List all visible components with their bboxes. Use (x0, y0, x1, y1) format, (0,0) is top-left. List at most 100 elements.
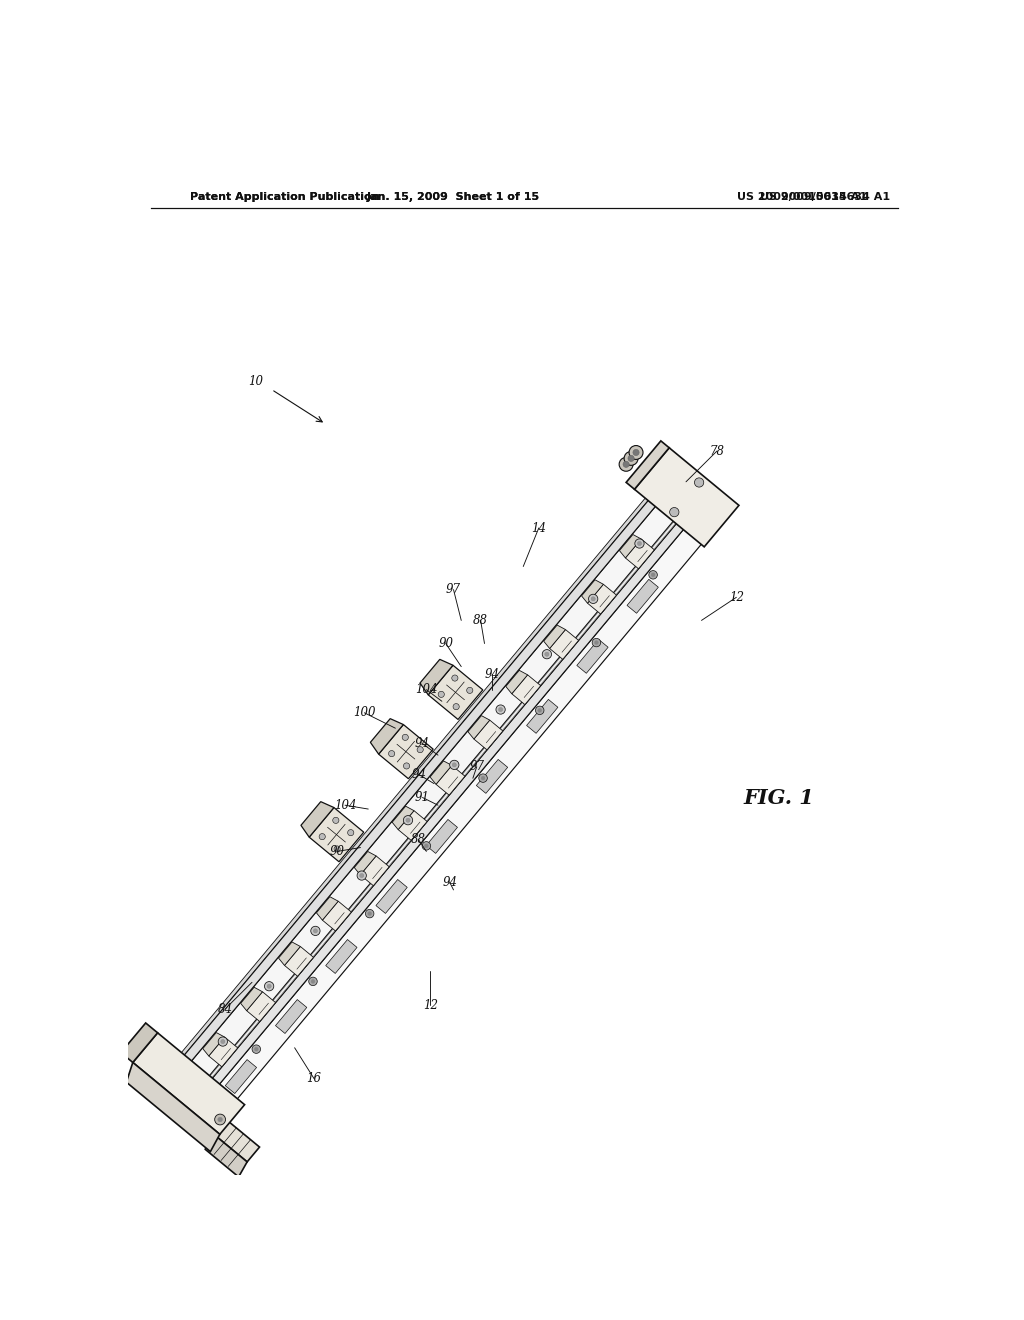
Polygon shape (247, 991, 275, 1022)
Polygon shape (476, 759, 508, 793)
Polygon shape (211, 1118, 259, 1162)
Circle shape (620, 458, 633, 471)
Circle shape (545, 652, 549, 656)
Text: 90: 90 (438, 638, 454, 649)
Polygon shape (241, 987, 262, 1011)
Polygon shape (379, 725, 433, 779)
Circle shape (467, 688, 473, 693)
Polygon shape (426, 820, 458, 854)
Circle shape (496, 705, 505, 714)
Polygon shape (126, 1063, 220, 1151)
Text: 12: 12 (423, 999, 437, 1012)
Circle shape (589, 594, 598, 603)
Circle shape (221, 1039, 225, 1044)
Polygon shape (428, 665, 482, 719)
Circle shape (591, 597, 595, 601)
Polygon shape (398, 810, 427, 841)
Text: 104: 104 (415, 684, 437, 696)
Text: 88: 88 (411, 833, 426, 846)
Circle shape (252, 1045, 260, 1053)
Polygon shape (620, 535, 641, 558)
Text: Jan. 15, 2009  Sheet 1 of 15: Jan. 15, 2009 Sheet 1 of 15 (367, 191, 540, 202)
Text: Patent Application Publication: Patent Application Publication (190, 191, 380, 202)
Circle shape (406, 818, 410, 822)
Polygon shape (189, 488, 688, 1078)
Text: 88: 88 (473, 614, 488, 627)
Circle shape (595, 640, 598, 644)
Polygon shape (506, 671, 527, 694)
Circle shape (218, 1038, 227, 1047)
Circle shape (629, 446, 643, 459)
Circle shape (538, 709, 542, 713)
Circle shape (453, 704, 459, 710)
Text: 97: 97 (469, 760, 484, 774)
Polygon shape (285, 946, 313, 977)
Text: 91: 91 (415, 791, 430, 804)
Text: 94: 94 (484, 668, 500, 681)
Circle shape (637, 541, 642, 545)
Polygon shape (588, 585, 616, 614)
Circle shape (623, 461, 629, 467)
Circle shape (633, 449, 639, 455)
Circle shape (319, 833, 326, 840)
Circle shape (264, 982, 273, 991)
Polygon shape (309, 808, 364, 862)
Polygon shape (275, 999, 307, 1034)
Polygon shape (512, 675, 541, 705)
Text: 94: 94 (411, 768, 426, 781)
Polygon shape (430, 760, 452, 784)
Circle shape (347, 829, 354, 836)
Polygon shape (392, 807, 414, 829)
Text: 94: 94 (442, 875, 457, 888)
Polygon shape (354, 851, 376, 875)
Circle shape (670, 507, 679, 516)
Polygon shape (164, 469, 673, 1076)
Polygon shape (121, 1023, 158, 1063)
Circle shape (624, 451, 638, 466)
Polygon shape (203, 1032, 224, 1056)
Circle shape (388, 751, 394, 756)
Circle shape (450, 760, 459, 770)
Circle shape (366, 909, 374, 917)
Polygon shape (316, 896, 338, 920)
Circle shape (499, 708, 503, 711)
Circle shape (403, 816, 413, 825)
Polygon shape (202, 512, 716, 1119)
Polygon shape (279, 942, 300, 965)
Circle shape (479, 774, 487, 783)
Text: Patent Application Publication: Patent Application Publication (190, 191, 380, 202)
Polygon shape (225, 1060, 257, 1093)
Polygon shape (133, 1032, 245, 1134)
Polygon shape (627, 579, 658, 614)
Polygon shape (635, 447, 739, 546)
Circle shape (452, 675, 458, 681)
Text: 100: 100 (353, 706, 376, 719)
Circle shape (417, 747, 423, 752)
Circle shape (543, 649, 552, 659)
Circle shape (359, 874, 364, 878)
Circle shape (310, 927, 321, 936)
Text: Jan. 15, 2009  Sheet 1 of 15: Jan. 15, 2009 Sheet 1 of 15 (367, 191, 540, 202)
Text: 10: 10 (249, 375, 263, 388)
Circle shape (333, 817, 339, 824)
Text: 14: 14 (531, 521, 546, 535)
Circle shape (313, 929, 317, 933)
Circle shape (635, 539, 644, 548)
Circle shape (402, 734, 409, 741)
Text: 97: 97 (446, 583, 461, 597)
Circle shape (368, 912, 372, 916)
Circle shape (357, 871, 367, 880)
Polygon shape (193, 503, 691, 1098)
Circle shape (481, 776, 485, 780)
Text: 94: 94 (415, 737, 430, 750)
Polygon shape (474, 721, 503, 750)
Polygon shape (326, 940, 357, 973)
Polygon shape (371, 718, 403, 754)
Polygon shape (420, 660, 453, 694)
Circle shape (592, 639, 601, 647)
Text: 90: 90 (330, 845, 345, 858)
Polygon shape (526, 700, 558, 734)
Polygon shape (182, 483, 671, 1064)
Circle shape (267, 985, 271, 989)
Polygon shape (205, 1133, 247, 1177)
